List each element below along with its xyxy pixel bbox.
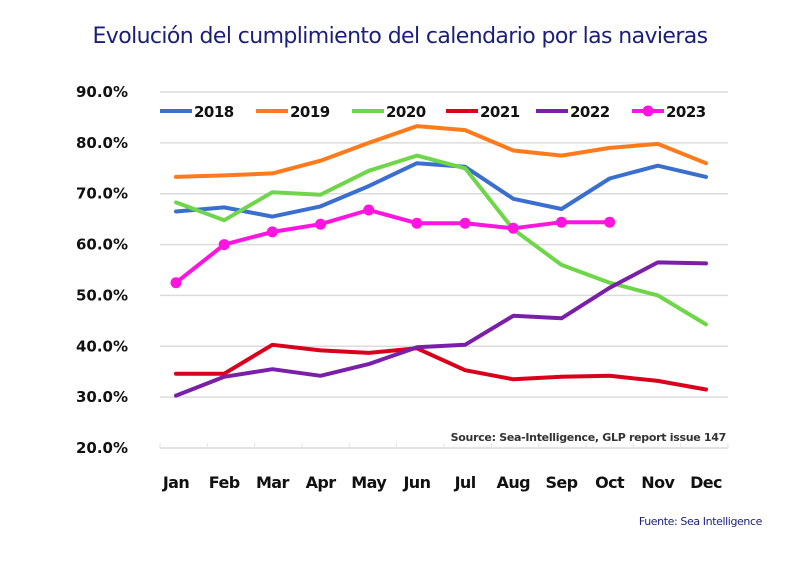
data-point-2023 [459,217,471,229]
legend-label: 2023 [666,103,706,121]
x-tick-label: Apr [306,473,337,492]
x-axis-ticks: Jan Feb Mar Apr May Jun Jul Aug Sep Oct Nov Dec [162,473,723,492]
series-line-2021 [174,342,708,392]
y-tick-label: 70.0% [76,185,128,203]
chart-source-annotation: Source: Sea-Intelligence, GLP report iss… [451,431,726,444]
legend-label: 2019 [290,103,330,121]
y-axis-ticks: 20.0% 30.0% 40.0% 50.0% 60.0% 70.0% 80.0% 90.0% [76,83,128,457]
series-line-2018 [174,161,708,219]
series-lines [170,124,708,398]
legend: 2018 2019 2020 2021 2022 2023 [160,103,706,121]
x-tick-label: May [351,473,387,492]
x-tick-label: Sep [545,473,577,492]
y-tick-label: 40.0% [76,337,128,355]
x-tick-label: Nov [641,473,675,492]
y-tick-label: 60.0% [76,236,128,254]
x-tick-label: Aug [497,473,531,492]
x-tick-label: Oct [595,473,625,492]
legend-label: 2022 [570,103,610,121]
data-point-2023 [411,217,423,229]
legend-label: 2020 [386,103,426,121]
data-point-2023 [315,218,327,230]
legend-label: 2018 [194,103,234,121]
legend-label: 2021 [480,103,520,121]
y-tick-label: 90.0% [76,83,128,101]
y-tick-label: 80.0% [76,134,128,152]
data-point-2023 [507,222,519,234]
y-tick-label: 30.0% [76,388,128,406]
x-tick-label: Mar [256,473,290,492]
x-tick-label: Jul [454,473,476,492]
page-title: Evolución del cumplimiento del calendari… [92,24,708,49]
series-line-2020 [174,153,708,327]
data-point-2023 [266,226,278,238]
x-tick-label: Dec [690,473,722,492]
data-point-2023 [363,204,375,216]
y-tick-label: 50.0% [76,286,128,304]
x-tick-label: Jun [402,473,430,492]
footer-source: Fuente: Sea Intelligence [638,515,763,528]
x-tick-label: Feb [209,473,240,492]
legend-marker-2023 [642,105,654,117]
series-line-2023 [174,208,612,285]
data-point-2023 [604,216,616,228]
data-point-2023 [170,277,182,289]
data-point-2023 [218,239,230,251]
series-line-2019 [174,124,708,179]
x-tick-label: Jan [162,473,190,492]
y-tick-label: 20.0% [76,439,128,457]
series-line-2022 [174,260,708,398]
data-point-2023 [555,216,567,228]
